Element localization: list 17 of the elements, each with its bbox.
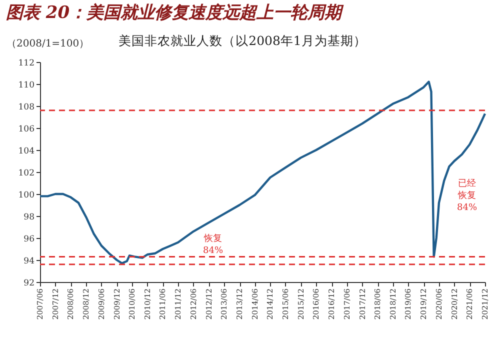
chart-subtitle: 美国非农就业人数（以2008年1月为基期）	[118, 33, 366, 48]
line-series	[38, 80, 486, 264]
y-tick-label: 102	[18, 168, 34, 178]
y-tick-label: 110	[18, 80, 34, 90]
y-tick-label: 112	[18, 58, 34, 68]
y-tick-label: 108	[18, 102, 34, 112]
annotation: 已经恢复84%	[456, 178, 478, 213]
y-tick-label: 100	[18, 190, 34, 200]
y-tick-label: 92	[24, 278, 34, 288]
y-tick-label: 96	[24, 234, 34, 244]
chart-title: 图表 20：美国就业修复速度远超上一轮周期	[6, 2, 345, 23]
y-axis-title: （2008/1=100）	[6, 38, 90, 50]
y-tick-label: 106	[18, 124, 34, 134]
annotation: 恢复84%	[202, 233, 224, 256]
y-tick-label: 104	[18, 146, 34, 156]
y-tick-label: 98	[24, 212, 34, 222]
y-tick-label: 94	[24, 256, 34, 266]
